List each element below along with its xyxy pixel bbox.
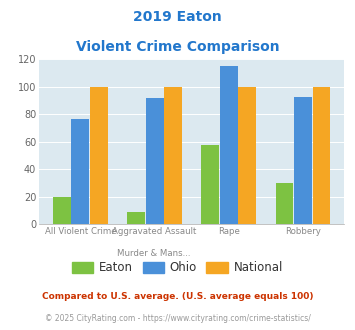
Bar (164, 87, 182, 224)
Bar (275, 183, 293, 224)
Bar (71, 118, 89, 224)
Bar (294, 96, 312, 224)
Bar (201, 145, 219, 224)
Text: Compared to U.S. average. (U.S. average equals 100): Compared to U.S. average. (U.S. average … (42, 292, 313, 301)
Text: Murder & Mans...: Murder & Mans... (117, 249, 190, 258)
Legend: Eaton, Ohio, National: Eaton, Ohio, National (67, 257, 288, 279)
Bar (127, 212, 145, 224)
Bar (313, 87, 331, 224)
Text: © 2025 CityRating.com - https://www.cityrating.com/crime-statistics/: © 2025 CityRating.com - https://www.city… (45, 314, 310, 323)
Text: Violent Crime Comparison: Violent Crime Comparison (76, 40, 279, 53)
Bar (53, 197, 71, 224)
Bar (146, 98, 164, 224)
Bar (90, 87, 108, 224)
Bar (220, 66, 238, 224)
Bar (239, 87, 256, 224)
Text: 2019 Eaton: 2019 Eaton (133, 10, 222, 24)
